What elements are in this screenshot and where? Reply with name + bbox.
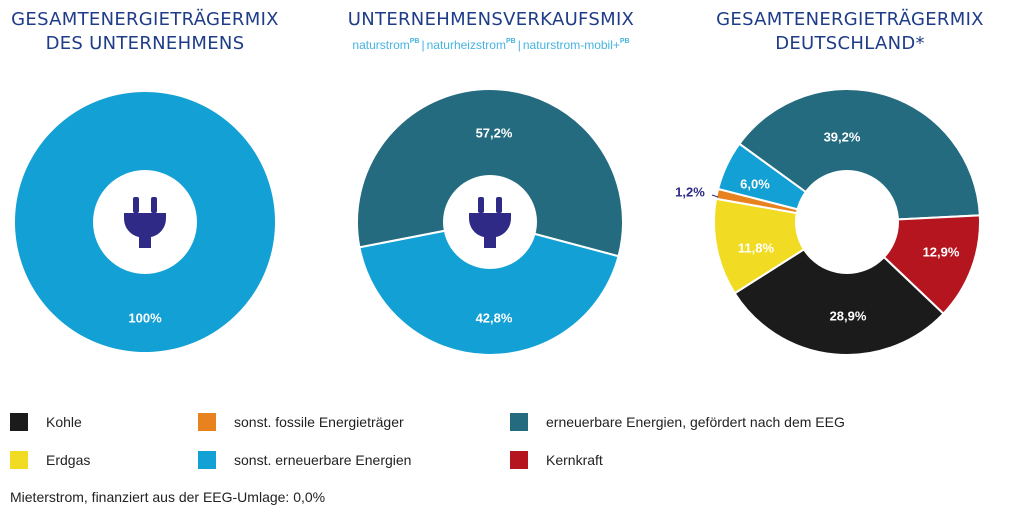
title-middle-line-1: UNTERNEHMENSVERKAUFSMIX bbox=[347, 9, 635, 30]
title-left-line-2: DES UNTERNEHMENS bbox=[45, 33, 245, 54]
title-left-line-1: GESAMTENERGIETRÄGERMIX bbox=[11, 9, 279, 30]
title-right: GESAMTENERGIETRÄGERMIX DEUTSCHLAND* bbox=[690, 8, 1010, 56]
legend-label: sonst. erneuerbare Energien bbox=[234, 452, 412, 468]
pie-chart-verkaufsmix: 57,2% 42,8% bbox=[356, 88, 624, 356]
legend-item-fossile: sonst. fossile Energieträger bbox=[198, 412, 404, 432]
plug-prong-right bbox=[496, 197, 502, 213]
legend-item-eeg: erneuerbare Energien, gefördert nach dem… bbox=[510, 412, 845, 432]
plug-icon bbox=[469, 197, 511, 248]
legend-label: Kernkraft bbox=[546, 452, 603, 468]
pie-slice bbox=[356, 88, 624, 258]
legend-item-sonst-erneuerbar: sonst. erneuerbare Energien bbox=[198, 450, 411, 470]
legend-swatch bbox=[198, 413, 216, 431]
slice-label: 1,2% bbox=[675, 184, 705, 199]
plug-prong-right bbox=[151, 197, 157, 213]
separator: | bbox=[421, 38, 425, 52]
leader-line bbox=[711, 194, 719, 198]
legend-label: Erdgas bbox=[46, 452, 91, 468]
plug-prong-left bbox=[133, 197, 139, 213]
legend-swatch bbox=[510, 451, 528, 469]
legend-swatch bbox=[510, 413, 528, 431]
product-1: naturstromPB bbox=[352, 38, 420, 52]
slice-label: 57,2% bbox=[476, 125, 513, 140]
slice-label: 28,9% bbox=[830, 308, 867, 323]
slice-label: 42,8% bbox=[476, 310, 513, 325]
legend-label: sonst. fossile Energieträger bbox=[234, 414, 404, 430]
donut-hole bbox=[795, 170, 899, 274]
legend-item-kohle: Kohle bbox=[10, 412, 82, 432]
pie-chart-unternehmen: 100% bbox=[14, 92, 275, 353]
title-right-line-1: GESAMTENERGIETRÄGERMIX bbox=[716, 9, 984, 30]
pie-slice bbox=[738, 88, 981, 224]
slice-label: 11,8% bbox=[738, 240, 775, 255]
title-middle: UNTERNEHMENSVERKAUFSMIX bbox=[320, 8, 662, 32]
legend-swatch bbox=[10, 413, 28, 431]
footnote: Mieterstrom, finanziert aus der EEG-Umla… bbox=[10, 489, 326, 505]
pie-chart-deutschland: 39,2% 12,9% 28,9% 11,8% 1,2% 6,0% bbox=[675, 88, 981, 356]
plug-body bbox=[124, 213, 166, 248]
legend-item-erdgas: Erdgas bbox=[10, 450, 90, 470]
legend-swatch bbox=[198, 451, 216, 469]
product-subtitle: naturstromPB | naturheizstromPB | naturstrom… bbox=[320, 38, 662, 52]
plug-body bbox=[469, 213, 511, 248]
legend-label: Kohle bbox=[46, 414, 82, 430]
product-2: naturheizstromPB bbox=[426, 38, 516, 52]
plug-icon bbox=[124, 197, 166, 248]
legend-item-kernkraft: Kernkraft bbox=[510, 450, 603, 470]
legend-label: erneuerbare Energien, gefördert nach dem… bbox=[546, 414, 845, 430]
separator: | bbox=[517, 38, 521, 52]
pie-slice bbox=[733, 220, 945, 356]
title-right-line-2: DEUTSCHLAND* bbox=[775, 33, 925, 54]
slice-label: 39,2% bbox=[824, 129, 861, 144]
slice-label: 12,9% bbox=[923, 244, 960, 259]
slice-label: 100% bbox=[128, 310, 162, 325]
legend-swatch bbox=[10, 451, 28, 469]
product-3: naturstrom-mobil+PB bbox=[522, 38, 630, 52]
slice-label: 6,0% bbox=[740, 176, 770, 191]
charts-canvas: 100% 57,2% 42,8% 39,2% 12,9% 28,9% 11,8% 1,2% 6,… bbox=[14, 88, 981, 356]
plug-prong-left bbox=[478, 197, 484, 213]
title-left: GESAMTENERGIETRÄGERMIX DES UNTERNEHMENS bbox=[0, 8, 290, 56]
pie-slice bbox=[358, 220, 620, 356]
